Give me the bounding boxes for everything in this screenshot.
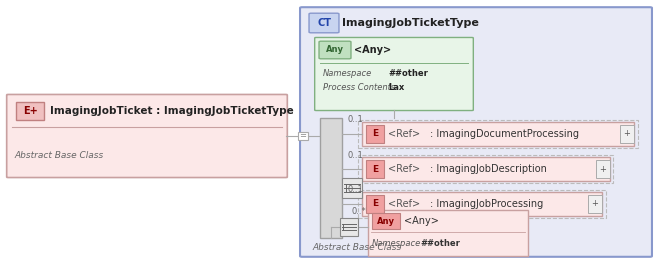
FancyBboxPatch shape — [319, 41, 351, 59]
Bar — [342, 178, 362, 198]
Text: 0..1: 0..1 — [347, 151, 363, 160]
Bar — [358, 120, 638, 148]
FancyBboxPatch shape — [309, 13, 339, 33]
Text: Namespace: Namespace — [323, 69, 372, 78]
Text: +: + — [599, 165, 607, 174]
Bar — [358, 190, 606, 218]
FancyBboxPatch shape — [315, 37, 473, 111]
Text: <Ref>: <Ref> — [388, 129, 420, 139]
Text: E: E — [372, 130, 378, 139]
Text: ImagingJobTicket : ImagingJobTicketType: ImagingJobTicket : ImagingJobTicketType — [50, 106, 293, 116]
Text: =: = — [299, 131, 307, 140]
Bar — [362, 192, 602, 216]
Bar — [366, 160, 384, 178]
Text: 0..1: 0..1 — [347, 116, 363, 125]
Text: <Any>: <Any> — [354, 45, 391, 55]
FancyBboxPatch shape — [7, 94, 288, 178]
Text: 0..1: 0..1 — [347, 186, 363, 195]
Text: ##other: ##other — [420, 240, 460, 249]
Text: Abstract Base Class: Abstract Base Class — [312, 244, 401, 253]
Text: <Ref>: <Ref> — [388, 199, 420, 209]
Bar — [596, 160, 610, 178]
Bar — [298, 132, 308, 140]
FancyBboxPatch shape — [300, 7, 652, 257]
Bar — [362, 157, 610, 181]
Text: Namespace: Namespace — [372, 240, 421, 249]
Bar — [320, 118, 342, 238]
Bar — [16, 102, 44, 120]
Bar — [368, 210, 528, 256]
Text: Process Contents: Process Contents — [323, 83, 395, 92]
Bar — [358, 155, 613, 183]
Text: : ImagingDocumentProcessing: : ImagingDocumentProcessing — [430, 129, 579, 139]
Bar — [620, 125, 634, 143]
Text: +: + — [624, 130, 630, 139]
Bar — [362, 122, 634, 146]
Text: Any: Any — [377, 217, 395, 226]
Text: ##other: ##other — [388, 69, 428, 78]
Text: Abstract Base Class: Abstract Base Class — [14, 151, 103, 160]
Text: 0..*: 0..* — [352, 206, 367, 215]
Text: : ImagingJobDescription: : ImagingJobDescription — [430, 164, 547, 174]
Bar — [340, 218, 358, 236]
Text: Any: Any — [326, 46, 344, 55]
Text: ImagingJobTicketType: ImagingJobTicketType — [342, 18, 479, 28]
Text: E: E — [372, 165, 378, 174]
Text: E+: E+ — [22, 106, 38, 116]
Text: Lax: Lax — [388, 83, 404, 92]
Bar — [588, 195, 602, 213]
Text: +: + — [592, 200, 598, 209]
Text: E: E — [372, 200, 378, 209]
Bar — [366, 125, 384, 143]
Bar — [366, 195, 384, 213]
Text: <Ref>: <Ref> — [388, 164, 420, 174]
Text: : ImagingJobProcessing: : ImagingJobProcessing — [430, 199, 544, 209]
Text: <Any>: <Any> — [404, 216, 439, 226]
Text: CT: CT — [317, 18, 331, 28]
Bar — [372, 213, 400, 229]
